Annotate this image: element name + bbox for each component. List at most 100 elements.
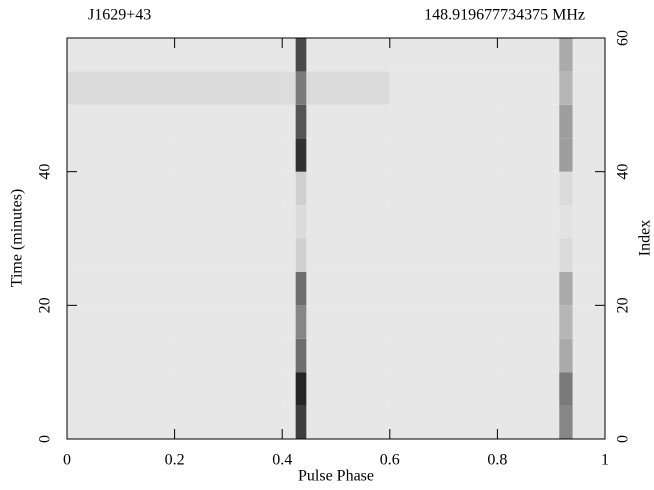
y-tick-label: 40: [37, 164, 54, 180]
x-tick-label: 0.4: [272, 452, 292, 469]
heatmap-cell: [306, 271, 390, 306]
heatmap-cell: [295, 238, 307, 272]
heatmap-cell: [559, 338, 573, 373]
heatmap-cell: [389, 338, 498, 373]
x-tick-label: 0.2: [165, 452, 185, 469]
heatmap-cell: [67, 372, 175, 406]
heatmap-cell: [497, 405, 560, 439]
y2-axis-label: Index: [637, 220, 654, 256]
x-tick-label: 0.6: [380, 452, 400, 469]
heatmap-cell: [559, 305, 573, 339]
x-tick-label: 1: [601, 452, 609, 469]
heatmap-cell: [389, 238, 498, 272]
heatmap-cell: [295, 38, 307, 72]
heatmap-cell: [174, 138, 283, 172]
heatmap-cell: [572, 238, 605, 272]
heatmap-cell: [295, 205, 307, 239]
heatmap-cell: [282, 38, 296, 72]
heatmap-cell: [67, 405, 175, 439]
heatmap-cell: [67, 171, 175, 206]
heatmap-cell: [67, 38, 175, 72]
heatmap-cell: [497, 338, 560, 373]
heatmap-cell: [174, 405, 283, 439]
heatmap-cell: [572, 205, 605, 239]
heatmap-cell: [295, 372, 307, 406]
heatmap-cell: [295, 104, 307, 139]
heatmap-cell: [174, 338, 283, 373]
heatmap-cell: [497, 104, 560, 139]
heatmap-cell: [295, 71, 307, 105]
heatmap-cell: [497, 205, 560, 239]
heatmap-cell: [389, 305, 498, 339]
heatmap-cell: [497, 238, 560, 272]
heatmap-cell: [174, 205, 283, 239]
heatmap-cell: [559, 38, 573, 72]
heatmap-cell: [559, 171, 573, 206]
x-axis-label: Pulse Phase: [298, 468, 374, 485]
heatmap-cell: [559, 238, 573, 272]
heatmap-cell: [389, 405, 498, 439]
heatmap-cell: [306, 38, 390, 72]
heatmap-cell: [295, 271, 307, 306]
heatmap-cell: [389, 372, 498, 406]
heatmap-cell: [559, 271, 573, 306]
heatmap-cell: [559, 205, 573, 239]
heatmap-cell: [67, 71, 175, 105]
heatmap-cell: [282, 338, 296, 373]
heatmap-cell: [282, 305, 296, 339]
heatmap-cell: [559, 138, 573, 172]
heatmap-cell: [572, 405, 605, 439]
heatmap-cell: [295, 405, 307, 439]
heatmap-cell: [306, 71, 390, 105]
heatmap-cell: [497, 305, 560, 339]
heatmap-cell: [559, 71, 573, 105]
heatmap-cell: [282, 271, 296, 306]
heatmap-cell: [389, 205, 498, 239]
heatmap-cell: [67, 138, 175, 172]
heatmap-cell: [67, 205, 175, 239]
chart-title: J1629+43: [88, 7, 151, 24]
y2-tick-label: 0: [615, 435, 632, 443]
heatmap-cell: [67, 271, 175, 306]
heatmap-cell: [497, 271, 560, 306]
heatmap-cell: [295, 138, 307, 172]
plot-frame: [66, 37, 606, 440]
y-tick-label: 20: [37, 297, 54, 313]
heatmap-cell: [389, 38, 498, 72]
heatmap-cell: [389, 138, 498, 172]
heatmap-cell: [306, 405, 390, 439]
x-tick-label: 0: [63, 452, 71, 469]
heatmap-cell: [572, 138, 605, 172]
heatmap-cell: [174, 271, 283, 306]
y2-tick-label: 20: [615, 297, 632, 313]
heatmap-cell: [282, 238, 296, 272]
heatmap-cell: [295, 305, 307, 339]
heatmap-cell: [174, 372, 283, 406]
heatmap-cell: [174, 305, 283, 339]
chart-subtitle: 148.919677734375 MHz: [424, 7, 585, 24]
y-axis-label: Time (minutes): [9, 189, 26, 288]
heatmap-cell: [389, 104, 498, 139]
y-tick-label: 0: [37, 435, 54, 443]
heatmap-cell: [295, 338, 307, 373]
heatmap-cell: [306, 305, 390, 339]
heatmap-cell: [282, 138, 296, 172]
heatmap-cell: [67, 338, 175, 373]
heatmap-cell: [306, 138, 390, 172]
heatmap-cell: [572, 305, 605, 339]
heatmap-cell: [497, 38, 560, 72]
heatmap-cell: [572, 71, 605, 105]
heatmap-cell: [572, 38, 605, 72]
heatmap-cell: [389, 71, 498, 105]
heatmap-cell: [559, 405, 573, 439]
heatmap-cell: [282, 171, 296, 206]
heatmap-cell: [174, 104, 283, 139]
heatmap-cell: [306, 104, 390, 139]
heatmap-cell: [389, 171, 498, 206]
heatmap-cell: [306, 171, 390, 206]
heatmap-cell: [282, 104, 296, 139]
heatmap-cell: [295, 171, 307, 206]
heatmap-cell: [389, 271, 498, 306]
heatmap-cell: [572, 338, 605, 373]
